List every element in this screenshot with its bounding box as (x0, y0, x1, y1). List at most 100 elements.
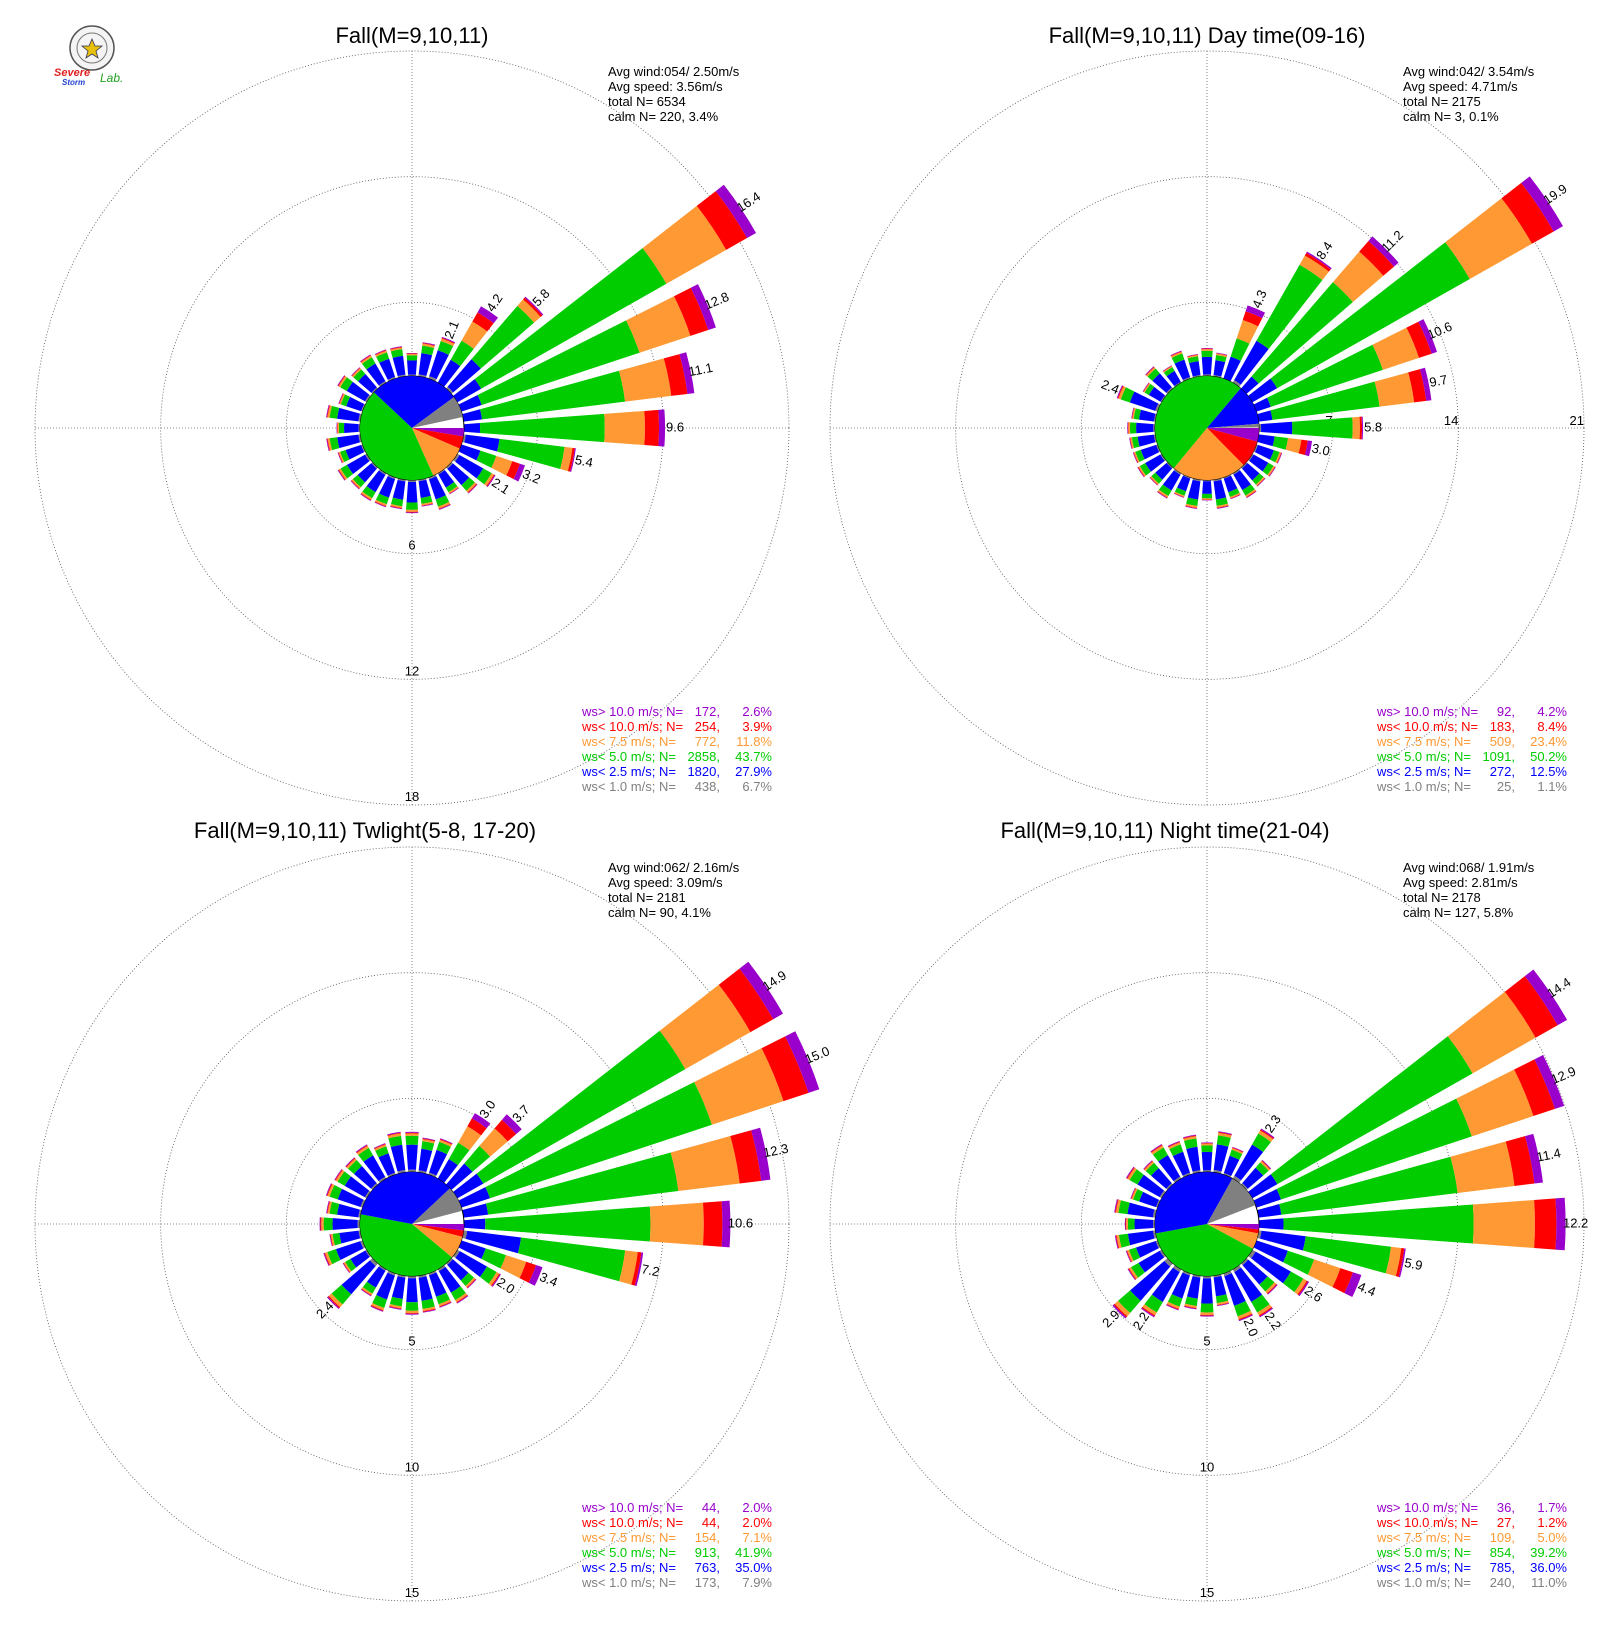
petal-segment-lt5 (1131, 436, 1140, 449)
petal-segment-lt5 (1262, 462, 1274, 476)
petal-segment-lt10 (405, 1132, 419, 1134)
petal-segment-lt10 (1304, 252, 1331, 272)
petal-segment-lt5 (1133, 408, 1141, 420)
petal-segment-lt25 (1135, 1240, 1159, 1258)
petal-segment-lt25 (406, 1278, 418, 1303)
petal-segment-lt25 (437, 359, 461, 387)
petal-segment-lt10 (324, 1252, 331, 1266)
stats-line: calm N= 127, 5.8% (1403, 905, 1514, 920)
petal-segment-lt10 (1143, 382, 1150, 392)
petal-segment-gt10 (1261, 1159, 1272, 1170)
petal-segment-lt5 (405, 1302, 419, 1311)
petal-segment-lt1 (365, 453, 371, 462)
petal-segment-lt10 (374, 1143, 386, 1150)
petal-segment-lt25 (465, 1230, 522, 1254)
legend-count: 272, (1490, 764, 1515, 779)
petal-segment-lt25 (341, 1260, 376, 1295)
logo-text-lab: Lab. (100, 71, 123, 85)
petal-segment-lt25 (1248, 1174, 1278, 1199)
petal-segment-gt10 (1129, 437, 1132, 449)
petal-segment-lt5 (517, 1237, 626, 1282)
petal-segment-lt10 (1408, 369, 1427, 403)
petal-segment-lt25 (390, 1144, 406, 1172)
petal-segment-lt5 (1283, 1271, 1304, 1293)
legend-count: 509, (1490, 734, 1515, 749)
petal-segment-lt10 (494, 1119, 517, 1142)
petal-segment-lt10 (1406, 321, 1432, 358)
petal-segment-lt25 (337, 1203, 360, 1218)
petal-label: 3.4 (537, 1269, 559, 1290)
petal-segment-lt1 (378, 381, 387, 387)
petal-segment-lt75 (694, 1048, 784, 1125)
petal-segment-lt10 (1141, 1306, 1156, 1317)
petal-segment-lt25 (1172, 1151, 1191, 1176)
petal-segment-lt10 (1125, 1218, 1127, 1230)
petal-segment-lt10 (1129, 437, 1133, 449)
petal-segment-lt75 (670, 1136, 740, 1192)
petal-segment-lt75 (338, 376, 347, 388)
petal-segment-lt25 (344, 423, 359, 433)
legend-label: ws> 10.0 m/s; N= (581, 1500, 683, 1515)
petal-segment-gt10 (1173, 493, 1185, 498)
petal-segment-lt75 (1275, 452, 1282, 464)
petal-segment-lt1 (428, 376, 437, 382)
legend-count: 25, (1497, 779, 1515, 794)
petal-segment-lt1 (371, 387, 379, 395)
petal-segment-lt10 (1266, 1283, 1277, 1294)
petal-segment-lt5 (1145, 1162, 1159, 1176)
petal-segment-lt1 (1232, 1265, 1242, 1273)
petal-segment-gt10 (390, 506, 403, 510)
petal-segment-lt1 (378, 1176, 387, 1183)
ring-label: 10 (1200, 1459, 1214, 1474)
stats-line: calm N= 220, 3.4% (608, 109, 719, 124)
petal-segment-lt75 (491, 455, 513, 476)
petal-segment-lt75 (484, 473, 494, 486)
pie-slice-gt10 (412, 1224, 464, 1231)
legend-percent: 6.7% (742, 779, 772, 794)
petal-segment-lt25 (1223, 1155, 1240, 1176)
legend-label: ws< 5.0 m/s; N= (1376, 1545, 1471, 1560)
petal-segment-lt5 (476, 1030, 686, 1184)
petal-segment-gt10 (360, 354, 371, 362)
ring-21 (829, 50, 1585, 806)
petal-segment-lt5 (390, 349, 404, 358)
petal-segment-lt25 (1186, 1276, 1201, 1299)
petal-segment-lt25 (1140, 444, 1160, 460)
petal-segment-gt10 (1130, 1187, 1136, 1199)
petal-segment-gt10 (325, 1183, 332, 1196)
legend-percent: 2.0% (742, 1515, 772, 1530)
petal-segment-lt25 (1137, 434, 1156, 447)
petal-segment-lt75 (361, 491, 373, 500)
petal-segment-lt25 (406, 1144, 418, 1170)
petal-segment-lt10 (1276, 452, 1282, 464)
petal-segment-lt10 (1117, 385, 1124, 399)
petal-segment-lt75 (321, 1217, 324, 1231)
petal-segment-lt75 (1127, 1167, 1137, 1181)
petal-segment-lt1 (1213, 1169, 1222, 1174)
petal-segment-lt10 (351, 367, 361, 377)
petal-segment-lt10 (1150, 1144, 1163, 1153)
petal-segment-lt10 (390, 505, 403, 509)
stats-line: Avg speed: 2.81m/s (1403, 875, 1518, 890)
legend-percent: 1.7% (1537, 1500, 1567, 1515)
petal-segment-lt75 (1217, 1132, 1232, 1138)
petal-segment-lt25 (438, 470, 455, 488)
petal-segment-lt25 (1234, 340, 1269, 385)
petal-segment-lt5 (479, 1266, 497, 1284)
petal-segment-lt10 (336, 422, 338, 434)
class-pie (359, 1171, 465, 1277)
petal-segment-lt10 (1157, 491, 1168, 499)
petal-segment-lt10 (1170, 351, 1182, 357)
petal-segment-lt10 (1127, 422, 1129, 434)
petal-segment-gt10 (467, 1279, 477, 1289)
petal-segment-lt25 (366, 470, 386, 493)
chart-title: Fall(M=9,10,11) Twlight(5-8, 17-20) (194, 818, 536, 843)
petal-segment-lt25 (1240, 376, 1259, 395)
petal-segment-lt10 (1501, 182, 1554, 244)
petal-segment-gt10 (1149, 477, 1158, 486)
petal-segment-gt10 (1260, 1128, 1275, 1139)
petal-segment-lt5 (477, 320, 640, 405)
legend-label: ws< 7.5 m/s; N= (581, 734, 676, 749)
petal-segment-lt75 (390, 503, 403, 508)
petal-segment-lt5 (436, 1141, 451, 1155)
